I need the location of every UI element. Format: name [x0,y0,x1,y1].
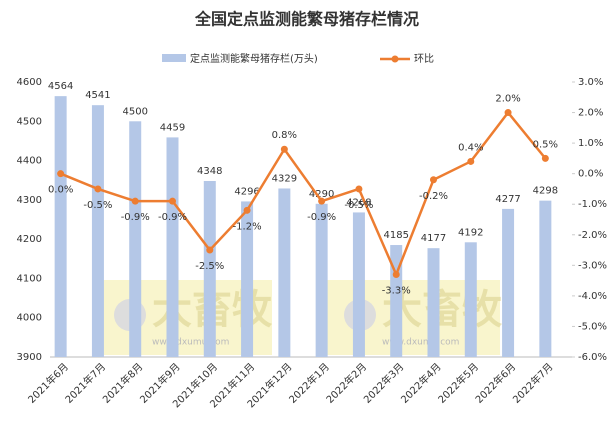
point [541,154,549,162]
y2-tick-label: -1.0% [578,199,607,210]
bar-label: 4298 [533,186,558,197]
legend-label: 定点监测能繁母猪存栏(万头) [190,52,318,65]
bar [315,203,328,357]
point [94,185,102,193]
y2-tick-label: -6.0% [578,352,607,363]
point [280,145,288,153]
point-label: -3.3% [382,286,411,297]
point [131,197,139,205]
y-tick-label: 4200 [17,234,42,245]
bar-label: 4177 [421,233,446,244]
point-label: 0.8% [272,130,297,141]
y2-tick-label: -2.0% [578,230,607,241]
watermark-url: www.dxumu.com [152,338,229,348]
line [60,110,547,278]
point-label: -0.2% [419,191,448,202]
bar [427,248,440,357]
bar [203,181,216,357]
y-tick-label: 4600 [17,77,42,88]
bar [278,188,291,357]
point [169,197,176,205]
bar [54,96,67,358]
point [57,170,65,178]
point [318,197,326,205]
legend-label: 环比 [414,53,434,65]
y2-tick-label: 1.0% [578,138,603,149]
y2-tick-label: -4.0% [578,291,607,302]
y-tick-label: 4000 [17,313,42,324]
y2-tick-label: 0.0% [578,169,603,180]
y2-tick-label: 2.0% [578,108,603,119]
y-tick-label: 3900 [17,352,42,363]
y2-tick-label: 3.0% [578,77,603,88]
bar-label: 4500 [122,106,147,117]
y2-tick-label: -3.0% [578,260,607,271]
point [467,157,475,165]
point-label: 0.4% [458,142,483,153]
y-tick-label: 4400 [17,156,42,167]
point-label: -0.5% [83,200,112,211]
point-label: 0.0% [48,185,73,196]
point-label: 0.5% [533,139,558,150]
point-label: 2.0% [495,94,520,105]
bar-label: 4290 [309,189,334,200]
point-label: -0.9% [307,212,336,223]
bar-label: 4564 [48,81,73,92]
bar-label: 4541 [85,90,110,101]
point [430,176,437,184]
point [206,246,214,254]
point-label: -0.5% [344,200,373,211]
bar-label: 4277 [495,194,520,205]
point-label: -0.9% [158,212,187,223]
chart-title: 全国定点监测能繁母猪存栏情况 [194,10,419,29]
point [504,109,512,117]
bar [502,208,515,357]
bar [91,105,104,357]
bar-label: 4268 [346,197,371,208]
x-tick-label: 2022年7月 [510,360,556,406]
bar [352,212,365,357]
bar [129,121,142,358]
legend-swatch [391,55,399,63]
y-tick-label: 4300 [17,195,42,206]
bar [539,200,552,357]
point-label: -0.9% [121,212,150,223]
bar [241,201,254,357]
bar-label: 4185 [383,230,408,241]
bar-label: 4459 [160,122,185,133]
bar [464,242,477,357]
bar-label: 4329 [272,173,297,184]
bar-label: 4192 [458,227,483,238]
point [243,206,251,214]
bar-label: 4296 [234,186,259,197]
watermark-url: www.dxumu.com [382,338,459,348]
point-label: -2.5% [195,261,224,272]
point-label: -1.2% [233,221,262,232]
bar [166,137,179,357]
point [392,271,400,278]
y-tick-label: 4100 [17,273,42,284]
bar-label: 4348 [197,166,222,177]
point [355,185,363,193]
y2-tick-label: -5.0% [578,321,607,332]
legend-swatch [162,54,186,62]
y-tick-label: 4500 [17,116,42,127]
